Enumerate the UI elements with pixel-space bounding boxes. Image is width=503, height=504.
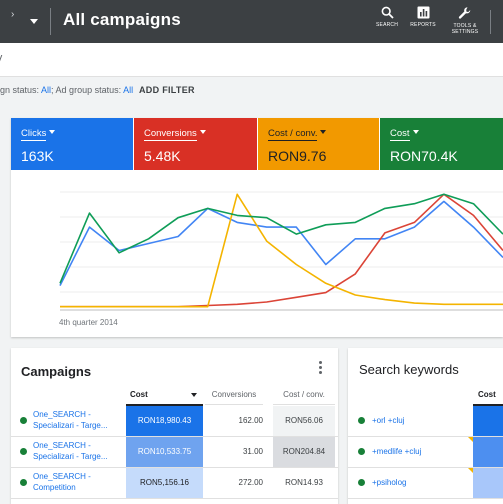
page-title: All campaigns: [63, 10, 181, 29]
column-header-cost-per-conv[interactable]: Cost / conv.: [273, 386, 335, 405]
conversions-cell: 272.00: [238, 478, 263, 487]
warning-flag-icon: [468, 468, 475, 475]
cost-cell: RON10,533.75: [126, 437, 203, 467]
metric-label: Clicks: [21, 128, 47, 141]
campaign-name-link[interactable]: One_SEARCH - Specializari - Targe...: [33, 410, 108, 430]
performance-card: Clicks 163K Conversions 5.48K Cost / con…: [11, 118, 503, 337]
search-icon: [381, 6, 394, 19]
top-app-bar: › All campaigns SEARCH REPORTS TOOLS & S…: [0, 0, 503, 43]
metric-label-wrap: Cost / conv.: [268, 128, 327, 141]
column-header-conversions[interactable]: Conversions: [205, 386, 263, 405]
divider: [490, 10, 491, 34]
keyword-link[interactable]: +orl +cluj: [372, 416, 405, 425]
status-enabled-icon: [20, 417, 27, 424]
filter-chip-statuses[interactable]: gn status: All; Ad group status: All: [0, 85, 133, 95]
dropdown-caret-icon: [412, 130, 419, 134]
performance-line-chart: 4th quarter 2014: [59, 191, 503, 327]
conversions-cell: 31.00: [242, 447, 263, 456]
series-line-cost-conv: [60, 193, 503, 308]
ad-group-status-value[interactable]: All: [123, 85, 134, 95]
campaign-status-value[interactable]: All: [41, 85, 52, 95]
more-vert-icon[interactable]: [319, 361, 322, 376]
settings-label: SETTINGS: [451, 29, 479, 35]
metric-tile-clicks[interactable]: Clicks 163K: [11, 118, 133, 170]
dropdown-caret-icon: [49, 130, 56, 134]
column-header-label: Cost: [130, 390, 148, 399]
cost-heat-cell: [473, 406, 503, 436]
reports-button[interactable]: REPORTS: [410, 6, 436, 28]
status-enabled-icon: [358, 417, 365, 424]
cost-heat-cell: [473, 468, 503, 498]
metric-tile-conversions[interactable]: Conversions 5.48K: [134, 118, 257, 170]
search-filter-bar[interactable]: [0, 43, 503, 77]
series-line-conversions: [60, 193, 503, 308]
tools-settings-button[interactable]: TOOLS & SETTINGS: [449, 6, 481, 35]
metric-tile-cost-per-conv[interactable]: Cost / conv. RON9.76: [258, 118, 379, 170]
metric-label-wrap: Conversions: [144, 128, 206, 141]
warning-flag-icon: [468, 437, 475, 444]
metric-label: Cost: [390, 128, 410, 141]
metric-label-wrap: Clicks: [21, 128, 56, 141]
column-header-cost[interactable]: Cost: [473, 386, 503, 406]
status-enabled-icon: [358, 479, 365, 486]
card-title: Campaigns: [21, 364, 92, 379]
campaign-name-link[interactable]: One_SEARCH - Specializari - Targe...: [33, 441, 108, 461]
status-enabled-icon: [358, 448, 365, 455]
metric-value: RON9.76: [268, 148, 327, 164]
campaigns-card: Campaigns Cost Conversions Cost / conv. …: [11, 348, 338, 504]
search-label: SEARCH: [376, 22, 399, 28]
reports-icon: [417, 6, 429, 19]
edit-mark-icon: [0, 55, 6, 62]
chevron-right-icon[interactable]: ›: [11, 9, 15, 20]
reports-label: REPORTS: [410, 22, 436, 28]
metric-value: 5.48K: [144, 148, 181, 164]
metric-label: Cost / conv.: [268, 128, 318, 141]
cost-per-conv-cell: RON56.06: [273, 406, 335, 436]
table-row: One_SEARCH - Competition RON5,156.16 272…: [11, 468, 338, 499]
cost-cell: RON18,980.43: [126, 406, 203, 436]
wrench-icon: [458, 7, 471, 19]
column-header-cost[interactable]: Cost: [126, 386, 203, 406]
table-row: One_SEARCH - Specializari - Targe... RON…: [11, 437, 338, 468]
metric-label: Conversions: [144, 128, 197, 141]
keyword-link[interactable]: +psiholog: [372, 478, 407, 487]
table-row: One_SEARCH - Specializari - Targe... RON…: [11, 406, 338, 437]
series-line-clicks: [59, 200, 503, 286]
status-enabled-icon: [20, 448, 27, 455]
tools-label: TOOLS &: [453, 23, 477, 29]
campaign-status-label: gn status:: [0, 85, 42, 95]
search-button[interactable]: SEARCH: [376, 6, 398, 28]
account-dropdown-caret-icon[interactable]: [30, 19, 38, 24]
list-item: +orl +cluj: [348, 406, 503, 437]
metric-tile-cost[interactable]: Cost RON70.4K: [380, 118, 503, 170]
keyword-link[interactable]: +medlife +cluj: [372, 447, 422, 456]
conversions-cell: 162.00: [238, 416, 263, 425]
search-keywords-card: Search keywords Cost +orl +cluj +medlife…: [348, 348, 503, 504]
ad-group-status-label: ; Ad group status:: [51, 85, 124, 95]
x-axis-label: 4th quarter 2014: [59, 318, 118, 327]
metric-value: RON70.4K: [390, 148, 458, 164]
dropdown-caret-icon: [199, 130, 206, 134]
list-item: +medlife +cluj: [348, 437, 503, 468]
cost-per-conv-cell: RON14.93: [273, 468, 335, 498]
sort-descending-icon: [191, 393, 197, 397]
cost-per-conv-cell: RON204.84: [273, 437, 335, 467]
add-filter-button[interactable]: ADD FILTER: [139, 85, 195, 95]
metric-value: 163K: [21, 148, 54, 164]
metric-label-wrap: Cost: [390, 128, 419, 141]
card-title: Search keywords: [359, 362, 459, 377]
campaign-name-link[interactable]: One_SEARCH - Competition: [33, 472, 91, 492]
dropdown-caret-icon: [320, 130, 327, 134]
list-item: +psiholog: [348, 468, 503, 499]
series-line-cost: [59, 193, 503, 284]
cost-cell: RON5,156.16: [126, 468, 203, 498]
divider: [50, 8, 51, 35]
cost-heat-cell: [473, 437, 503, 467]
status-enabled-icon: [20, 479, 27, 486]
